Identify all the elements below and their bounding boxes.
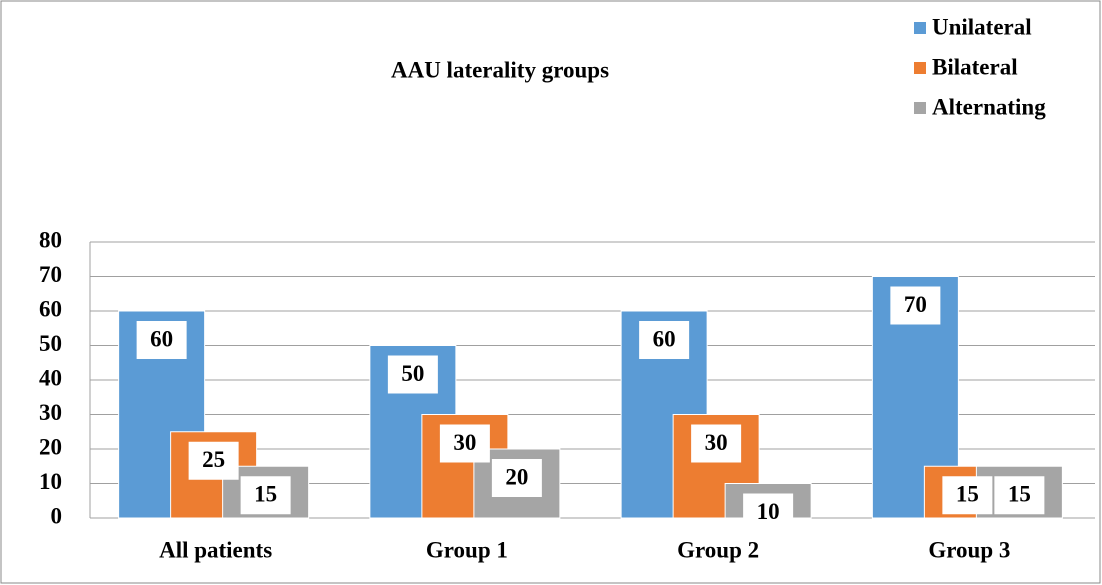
y-tick-label: 50 xyxy=(39,331,62,356)
legend-swatch xyxy=(914,102,926,114)
data-label: 10 xyxy=(757,499,780,524)
data-label-box xyxy=(387,355,438,394)
data-label-box xyxy=(890,286,941,325)
y-tick-label: 60 xyxy=(39,296,62,321)
data-label-box xyxy=(491,459,542,497)
legend-label: Alternating xyxy=(932,94,1046,119)
data-label: 60 xyxy=(653,326,676,351)
data-label: 60 xyxy=(150,326,173,351)
y-tick-label: 30 xyxy=(39,400,62,425)
legend-label: Bilateral xyxy=(932,54,1018,79)
legend-swatch xyxy=(914,22,926,34)
x-tick-label: All patients xyxy=(159,537,272,562)
data-label: 30 xyxy=(705,430,728,455)
data-label: 30 xyxy=(453,430,476,455)
data-label: 15 xyxy=(956,482,979,507)
chart-title: AAU laterality groups xyxy=(391,57,609,82)
data-label-box xyxy=(639,321,690,359)
y-tick-label: 20 xyxy=(39,434,62,459)
legend-label: Unilateral xyxy=(932,14,1032,39)
data-label-box xyxy=(188,441,239,480)
data-label: 70 xyxy=(904,292,927,317)
data-label-box xyxy=(691,424,742,463)
data-label: 50 xyxy=(401,361,424,386)
x-tick-label: Group 2 xyxy=(677,537,759,562)
data-label-box xyxy=(439,424,490,463)
data-label: 15 xyxy=(1008,482,1031,507)
data-label-box xyxy=(942,476,993,515)
legend-swatch xyxy=(914,62,926,74)
data-label-box xyxy=(240,476,291,515)
data-label-box xyxy=(994,476,1045,515)
data-label: 20 xyxy=(505,464,528,489)
data-label: 25 xyxy=(202,447,225,472)
y-tick-label: 10 xyxy=(39,469,62,494)
x-tick-label: Group 3 xyxy=(928,537,1010,562)
x-tick-label: Group 1 xyxy=(426,537,508,562)
data-label-box xyxy=(136,321,187,359)
y-tick-label: 80 xyxy=(39,227,62,252)
y-tick-label: 40 xyxy=(39,365,62,390)
y-tick-label: 70 xyxy=(39,262,62,287)
data-label-box xyxy=(743,493,794,532)
y-tick-label: 0 xyxy=(51,503,63,528)
data-label: 15 xyxy=(254,482,277,507)
